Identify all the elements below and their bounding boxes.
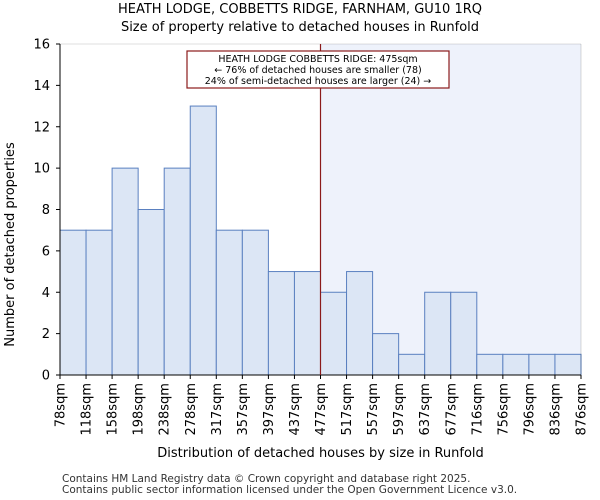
x-tick-label: 357sqm (236, 383, 251, 436)
y-axis-title: Number of detached properties (3, 142, 18, 347)
annotation-box (186, 50, 450, 89)
y-tick-label: 4 (42, 286, 50, 301)
x-tick-label: 677sqm (444, 383, 459, 436)
annotation-line: 24% of semi-detached houses are larger (… (205, 76, 432, 87)
bar (450, 291, 478, 376)
x-tick-label: 238sqm (158, 383, 173, 436)
bar (85, 229, 113, 376)
bar (320, 291, 348, 376)
x-tick-label: 517sqm (340, 383, 355, 436)
bar (241, 229, 269, 376)
y-tick-label: 10 (33, 162, 50, 177)
bar (476, 353, 504, 376)
x-tick-label: 477sqm (314, 383, 329, 436)
chart-subtitle: Size of property relative to detached ho… (120, 20, 480, 35)
y-tick-label: 12 (33, 120, 50, 135)
bar (163, 167, 191, 376)
y-tick-label: 16 (33, 38, 50, 53)
x-tick-label: 198sqm (132, 383, 147, 436)
x-tick-label: 557sqm (366, 383, 381, 436)
x-axis-title: Distribution of detached houses by size … (157, 446, 484, 461)
footer-licence: Contains public sector information licen… (62, 484, 518, 496)
x-tick-label: 597sqm (392, 383, 407, 436)
bar (424, 291, 452, 376)
x-tick-label: 716sqm (470, 383, 485, 436)
x-tick-label: 796sqm (522, 383, 537, 436)
bar (111, 167, 139, 376)
x-tick-label: 637sqm (418, 383, 433, 436)
bar (346, 271, 374, 376)
bar (137, 209, 165, 376)
bar (267, 271, 295, 376)
y-tick-label: 6 (42, 244, 50, 259)
annotation-line: ← 76% of detached houses are smaller (78… (214, 65, 421, 76)
x-tick-label: 317sqm (210, 383, 225, 436)
bar (372, 333, 400, 376)
bar (215, 229, 243, 376)
bar (528, 353, 556, 376)
x-tick-label: 78sqm (54, 383, 69, 427)
footer-copyright: Contains HM Land Registry data © Crown c… (62, 473, 471, 485)
x-tick-label: 118sqm (80, 383, 95, 436)
annotation-line: HEATH LODGE COBBETTS RIDGE: 475sqm (218, 54, 417, 65)
x-tick-label: 158sqm (106, 383, 121, 436)
x-tick-label: 437sqm (288, 383, 303, 436)
bar (59, 229, 87, 376)
bar (502, 353, 530, 376)
x-tick-label: 836sqm (548, 383, 563, 436)
bar (189, 105, 217, 376)
x-tick-label: 756sqm (496, 383, 511, 436)
bar (554, 353, 582, 376)
y-tick-label: 14 (33, 79, 50, 94)
y-tick-label: 0 (42, 369, 50, 384)
chart-title: HEATH LODGE, COBBETTS RIDGE, FARNHAM, GU… (117, 2, 482, 17)
x-tick-label: 397sqm (262, 383, 277, 436)
y-tick-label: 8 (42, 203, 50, 218)
bar (293, 271, 322, 376)
y-tick-label: 2 (42, 327, 50, 342)
bar (398, 353, 426, 376)
x-tick-label: 278sqm (184, 383, 199, 436)
x-tick-label: 876sqm (575, 383, 590, 436)
